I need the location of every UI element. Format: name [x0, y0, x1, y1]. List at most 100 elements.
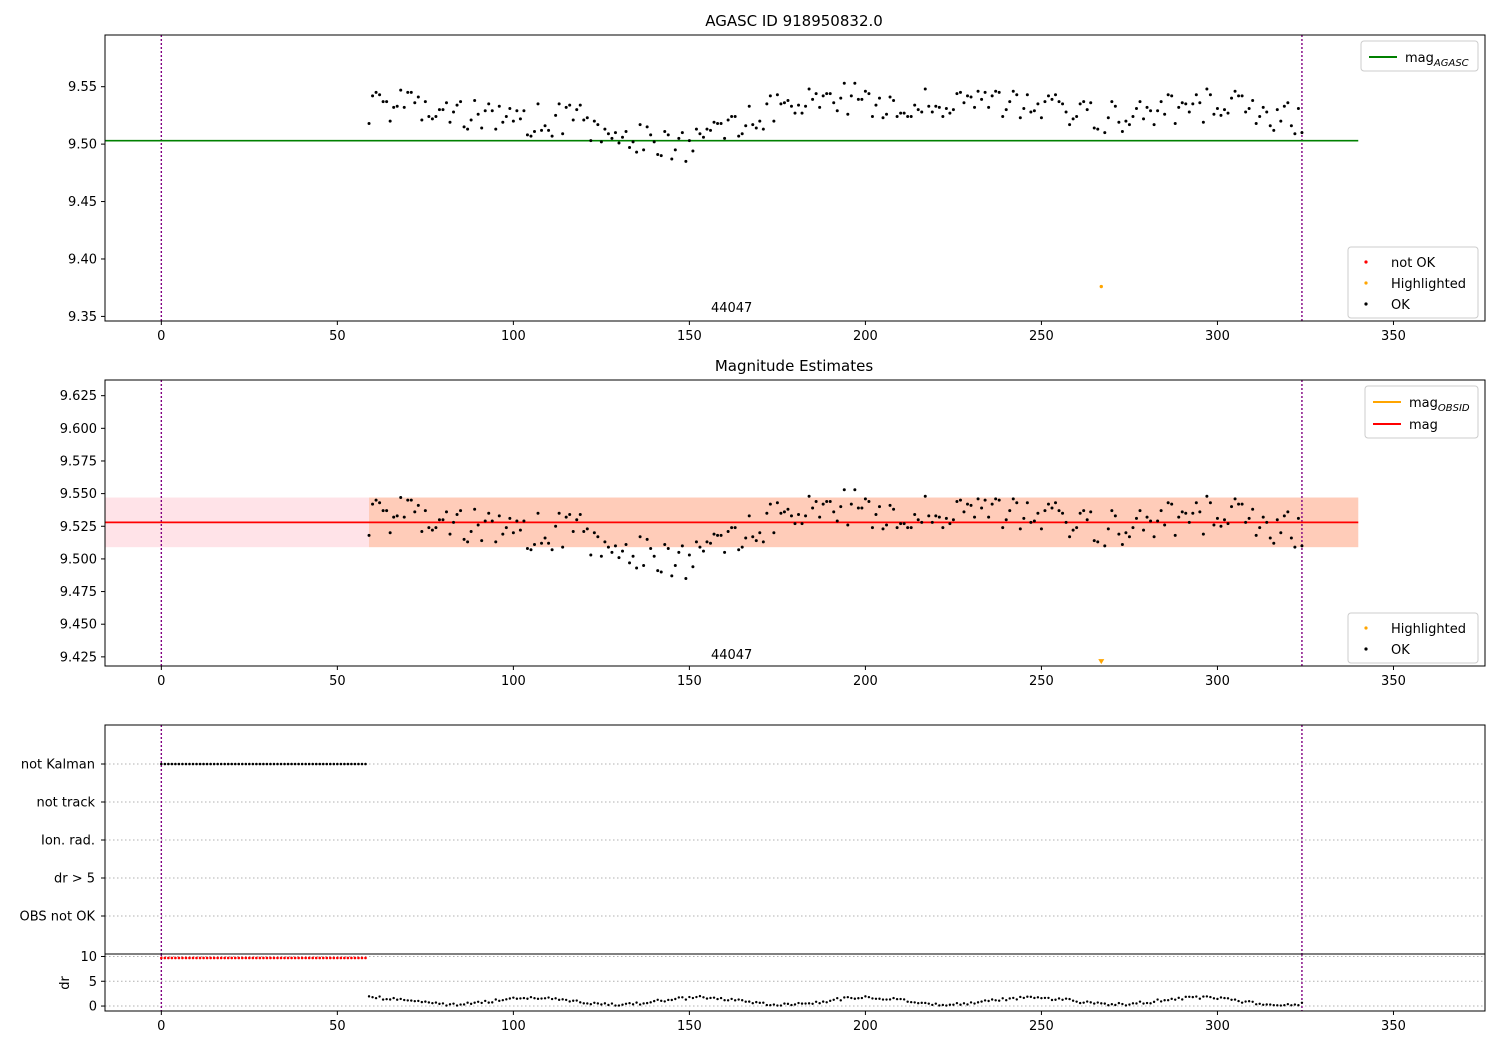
ok-point: [1187, 110, 1191, 114]
dr-ok-point: [804, 1002, 807, 1005]
not-kalman-point: [219, 762, 223, 766]
ok-point: [1001, 526, 1005, 530]
ok-point: [1134, 516, 1138, 520]
ok-point: [874, 103, 878, 107]
ok-point: [388, 119, 392, 123]
ok-point: [666, 546, 670, 550]
ok-point: [476, 523, 480, 527]
ok-point: [1078, 511, 1082, 515]
ok-point: [740, 132, 744, 136]
dr-not-ok-point: [286, 956, 290, 960]
not-kalman-point: [262, 762, 265, 766]
ok-point: [1226, 522, 1230, 526]
ok-point: [1205, 494, 1209, 498]
y-tick-label: 9.45: [68, 195, 97, 210]
dr-ok-point: [892, 996, 895, 1000]
legend-point-label: OK: [1391, 298, 1410, 313]
ok-point: [434, 526, 438, 530]
ok-point: [1152, 123, 1156, 127]
not-kalman-point: [181, 762, 184, 766]
ok-point: [1233, 497, 1237, 501]
ok-point: [1096, 540, 1100, 544]
ok-point: [592, 531, 596, 535]
ok-point: [628, 146, 632, 150]
dr-ok-point: [420, 1000, 424, 1004]
dr-ok-point: [557, 998, 561, 1002]
obsid-annotation: 44047: [711, 301, 752, 316]
not-kalman-point: [283, 762, 286, 766]
dr-ok-point: [902, 998, 906, 1001]
ok-point: [1075, 526, 1079, 530]
ok-point: [867, 499, 871, 503]
dr-ok-point: [1166, 998, 1170, 1002]
dr-ok-point: [783, 1002, 786, 1005]
dr-ok-point: [1198, 997, 1202, 1000]
ok-point: [631, 140, 635, 144]
ok-point: [902, 111, 906, 115]
dr-not-ok-point: [329, 956, 332, 960]
ok-point: [1166, 93, 1170, 97]
ok-point: [659, 570, 663, 574]
ok-point: [378, 93, 382, 97]
ok-point: [990, 94, 994, 98]
ok-point: [480, 126, 484, 130]
ok-point: [1092, 539, 1096, 543]
ok-point: [1261, 515, 1265, 519]
ok-point: [1120, 543, 1124, 547]
category-label: Ion. rad.: [41, 834, 95, 849]
dr-ok-point: [610, 1002, 614, 1005]
ok-point: [385, 509, 389, 513]
ok-point: [374, 498, 378, 502]
ok-point: [1008, 100, 1012, 104]
ok-point: [409, 498, 413, 502]
legend-box: [1347, 612, 1479, 664]
ok-point: [670, 574, 674, 578]
dr-not-ok-point: [216, 956, 219, 960]
ok-point: [1272, 128, 1276, 132]
y-tick-label: 9.550: [60, 487, 97, 502]
legend-point-label: not OK: [1391, 256, 1436, 271]
legend-box: [1347, 246, 1479, 319]
ok-point: [504, 115, 508, 119]
ok-point: [624, 543, 628, 547]
ok-point: [1152, 535, 1156, 539]
y-tick-label: 9.40: [68, 252, 97, 267]
ok-point: [582, 118, 586, 122]
not-kalman-point: [216, 762, 219, 766]
ok-point: [966, 502, 969, 506]
ok-point: [434, 115, 438, 119]
dr-not-ok-point: [279, 956, 283, 960]
ok-point: [1272, 541, 1276, 545]
dr-not-ok-point: [188, 956, 191, 960]
ok-point: [1296, 516, 1300, 520]
dr-ok-point: [1290, 1004, 1293, 1007]
ok-point: [603, 540, 607, 544]
dr-ok-point: [374, 996, 378, 1000]
y-tick-label: 0: [89, 1000, 97, 1015]
ok-point: [856, 97, 860, 101]
dr-not-ok-point: [160, 956, 163, 960]
dr-ok-point: [1019, 995, 1022, 999]
ok-point: [804, 104, 808, 108]
dr-ok-point: [554, 997, 557, 1000]
ok-point: [1212, 112, 1216, 116]
ok-point: [687, 139, 691, 143]
dr-ok-point: [811, 1002, 814, 1005]
dr-ok-point: [945, 1004, 948, 1007]
ok-point: [1177, 515, 1181, 519]
dr-ok-point: [758, 1001, 761, 1005]
ok-point: [529, 134, 533, 138]
ok-point: [441, 518, 445, 522]
dr-ok-point: [698, 994, 702, 998]
x-tick-label: 300: [1205, 1019, 1230, 1034]
y-tick-label: 9.525: [60, 520, 97, 535]
ok-point: [1096, 127, 1100, 131]
x-tick-label: 0: [157, 329, 165, 344]
ok-point: [920, 110, 924, 114]
ok-point: [480, 539, 484, 543]
not-kalman-point: [191, 762, 195, 766]
dr-ok-point: [1110, 1003, 1114, 1006]
dr-ok-point: [934, 1002, 938, 1005]
dr-not-ok-point: [202, 956, 205, 960]
not-kalman-point: [314, 762, 318, 766]
